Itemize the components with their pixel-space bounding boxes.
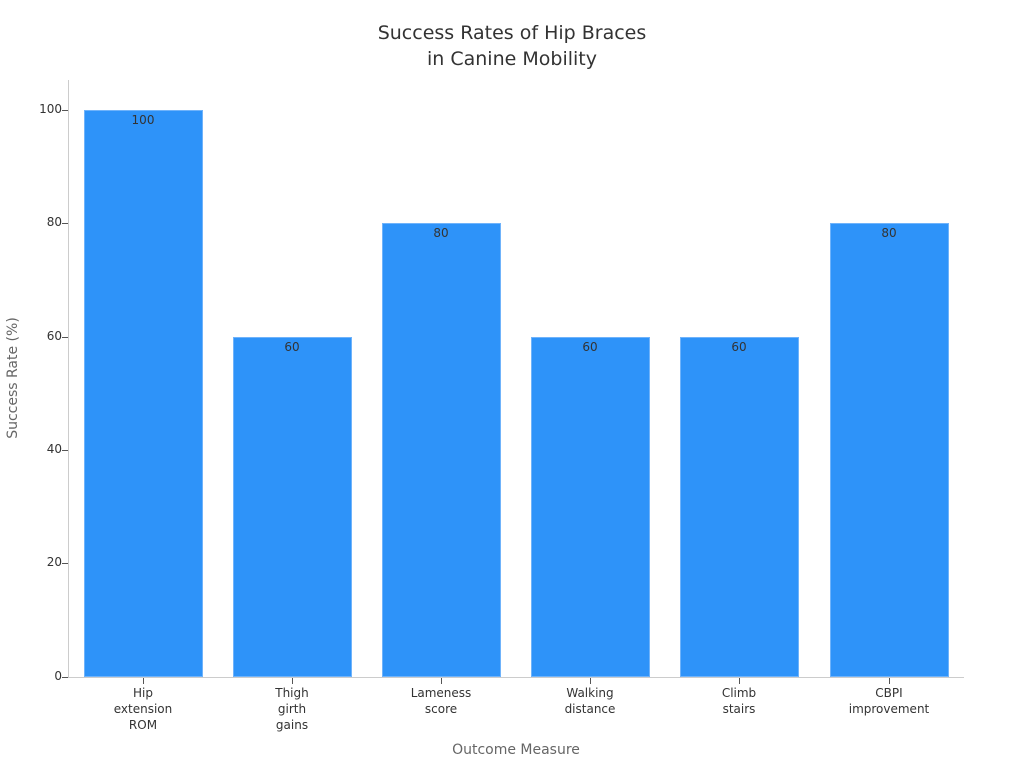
x-tick-label: Walking distance xyxy=(564,686,616,716)
x-tick-label: Climb stairs xyxy=(721,686,757,716)
y-axis-title: Success Rate (%) xyxy=(5,317,21,439)
x-axis-line xyxy=(68,677,964,678)
bar-value-label: 60 xyxy=(582,339,598,354)
bar xyxy=(232,336,352,677)
x-tick-label: Hip extension ROM xyxy=(113,686,173,732)
bar-value-label: 80 xyxy=(881,226,897,241)
bar xyxy=(530,336,650,677)
y-tick-label: 0 xyxy=(54,669,62,683)
bar-value-label: 80 xyxy=(433,226,449,241)
y-tick xyxy=(62,563,68,564)
x-tick xyxy=(143,678,144,684)
x-tick xyxy=(590,678,591,684)
y-tick-label: 20 xyxy=(46,555,62,569)
bar-value-label: 60 xyxy=(731,339,747,354)
chart-title-line-2: in Canine Mobility xyxy=(427,48,597,70)
x-tick xyxy=(739,678,740,684)
x-tick xyxy=(441,678,442,684)
y-tick-label: 100 xyxy=(39,102,62,116)
x-tick-label: Thigh girth gains xyxy=(275,686,309,732)
y-tick xyxy=(62,223,68,224)
y-axis-line xyxy=(68,80,69,677)
y-tick xyxy=(62,337,68,338)
bar xyxy=(381,223,501,677)
y-tick-label: 40 xyxy=(46,442,62,456)
x-tick xyxy=(292,678,293,684)
bar-value-label: 100 xyxy=(131,113,155,127)
x-tick xyxy=(889,678,890,684)
y-tick xyxy=(62,677,68,678)
y-tick-label: 60 xyxy=(46,329,62,343)
bar xyxy=(829,223,949,677)
chart-title-line-1: Success Rates of Hip Braces xyxy=(377,22,647,44)
bar xyxy=(679,336,799,677)
x-tick-label: CBPI improvement xyxy=(848,686,930,716)
x-tick-label: Lameness score xyxy=(410,686,472,716)
y-tick xyxy=(62,450,68,451)
bar-value-label: 60 xyxy=(284,339,300,354)
x-axis-title: Outcome Measure xyxy=(452,742,580,758)
y-tick xyxy=(62,110,68,111)
y-tick-label: 80 xyxy=(46,215,62,229)
bar xyxy=(83,110,203,677)
